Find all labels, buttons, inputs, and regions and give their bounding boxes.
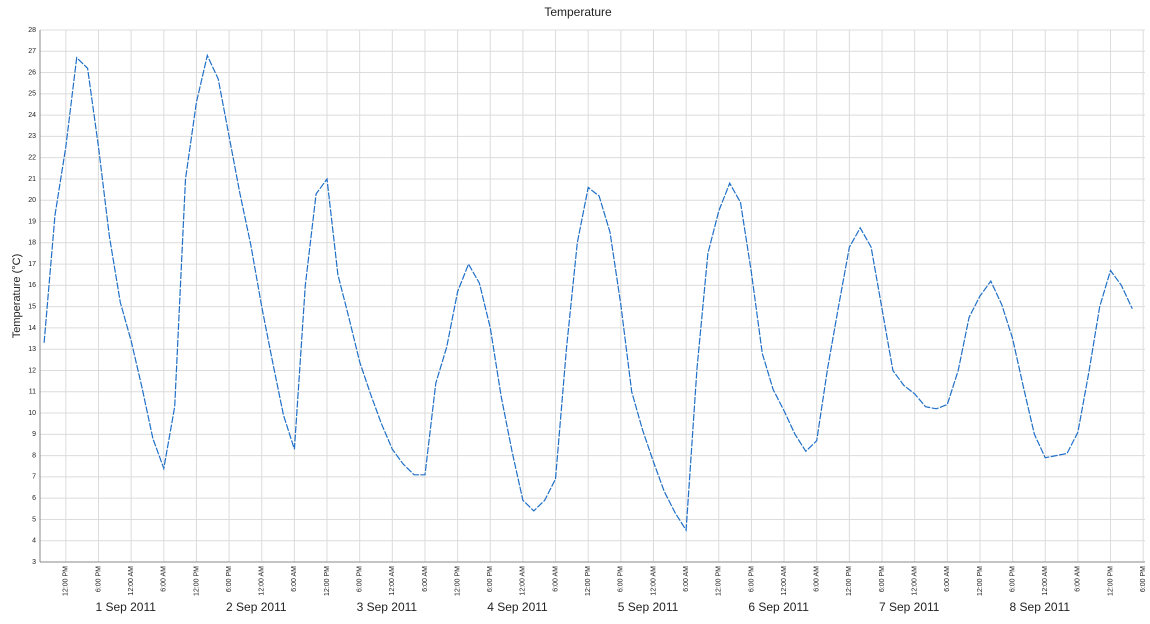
y-tick-label: 10 bbox=[28, 410, 36, 417]
y-tick-label: 22 bbox=[28, 155, 36, 162]
x-day-label: 1 Sep 2011 bbox=[95, 600, 156, 614]
x-tick-label: 6:00 PM bbox=[95, 566, 102, 592]
x-tick-label: 6:00 PM bbox=[357, 566, 364, 592]
x-tick-label: 12:00 PM bbox=[977, 566, 984, 596]
x-tick-label: 12:00 AM bbox=[1042, 566, 1049, 596]
x-tick-label: 6:00 AM bbox=[944, 566, 951, 592]
y-tick-label: 13 bbox=[28, 346, 36, 353]
x-tick-label: 6:00 PM bbox=[618, 566, 625, 592]
y-tick-label: 9 bbox=[32, 431, 36, 438]
x-tick-label: 6:00 PM bbox=[879, 566, 886, 592]
y-tick-label: 23 bbox=[28, 133, 36, 140]
x-tick-label: 6:00 AM bbox=[683, 566, 690, 592]
y-tick-label: 3 bbox=[32, 559, 36, 566]
x-day-label: 5 Sep 2011 bbox=[618, 600, 679, 614]
y-tick-label: 19 bbox=[28, 218, 36, 225]
x-tick-label: 12:00 AM bbox=[781, 566, 788, 596]
y-tick-label: 14 bbox=[28, 325, 36, 332]
x-tick-label: 12:00 AM bbox=[650, 566, 657, 596]
x-tick-label: 6:00 PM bbox=[226, 566, 233, 592]
x-tick-label: 12:00 PM bbox=[193, 566, 200, 596]
y-tick-label: 18 bbox=[28, 240, 36, 247]
x-tick-label: 6:00 AM bbox=[291, 566, 298, 592]
x-tick-label: 12:00 AM bbox=[259, 566, 266, 596]
x-tick-label: 12:00 PM bbox=[1107, 566, 1114, 596]
y-tick-label: 26 bbox=[28, 69, 36, 76]
x-tick-label: 6:00 PM bbox=[487, 566, 494, 592]
x-tick-label: 6:00 PM bbox=[1140, 566, 1147, 592]
x-tick-label: 6:00 PM bbox=[1009, 566, 1016, 592]
x-day-label: 8 Sep 2011 bbox=[1010, 600, 1071, 614]
chart-title: Temperature bbox=[544, 5, 612, 19]
x-tick-label: 6:00 AM bbox=[814, 566, 821, 592]
x-tick-label: 12:00 AM bbox=[520, 566, 527, 596]
y-tick-label: 28 bbox=[28, 27, 36, 34]
y-tick-label: 24 bbox=[28, 112, 36, 119]
x-tick-label: 6:00 AM bbox=[161, 566, 168, 592]
y-tick-label: 21 bbox=[28, 176, 36, 183]
y-tick-label: 17 bbox=[28, 261, 36, 268]
x-day-label: 4 Sep 2011 bbox=[487, 600, 548, 614]
y-tick-label: 20 bbox=[28, 197, 36, 204]
x-tick-label: 12:00 PM bbox=[585, 566, 592, 596]
y-tick-label: 8 bbox=[32, 452, 36, 459]
y-tick-label: 15 bbox=[28, 303, 36, 310]
x-tick-label: 12:00 PM bbox=[63, 566, 70, 596]
line-series bbox=[43, 53, 1133, 532]
y-tick-label: 12 bbox=[28, 367, 36, 374]
x-tick-label: 6:00 AM bbox=[552, 566, 559, 592]
x-tick-label: 6:00 AM bbox=[422, 566, 429, 592]
y-tick-label: 7 bbox=[32, 474, 36, 481]
x-tick-label: 12:00 PM bbox=[846, 566, 853, 596]
y-tick-label: 5 bbox=[32, 516, 36, 523]
y-tick-label: 4 bbox=[32, 538, 36, 545]
y-tick-label: 11 bbox=[29, 389, 36, 396]
x-day-label: 3 Sep 2011 bbox=[357, 600, 418, 614]
x-tick-label: 12:00 AM bbox=[128, 566, 135, 596]
y-tick-label: 6 bbox=[32, 495, 36, 502]
x-tick-label: 12:00 PM bbox=[454, 566, 461, 596]
x-day-label: 7 Sep 2011 bbox=[879, 600, 940, 614]
y-tick-label: 16 bbox=[28, 282, 36, 289]
y-axis-label: Temperature (°C) bbox=[11, 254, 23, 338]
x-day-label: 6 Sep 2011 bbox=[748, 600, 809, 614]
x-tick-label: 12:00 PM bbox=[716, 566, 723, 596]
x-tick-label: 12:00 AM bbox=[389, 566, 396, 596]
x-tick-label: 6:00 AM bbox=[1075, 566, 1082, 592]
x-tick-label: 12:00 AM bbox=[912, 566, 919, 596]
y-tick-label: 25 bbox=[28, 91, 36, 98]
y-tick-label: 27 bbox=[28, 48, 36, 55]
x-tick-label: 12:00 PM bbox=[324, 566, 331, 596]
x-tick-label: 6:00 PM bbox=[748, 566, 755, 592]
x-day-label: 2 Sep 2011 bbox=[226, 600, 287, 614]
